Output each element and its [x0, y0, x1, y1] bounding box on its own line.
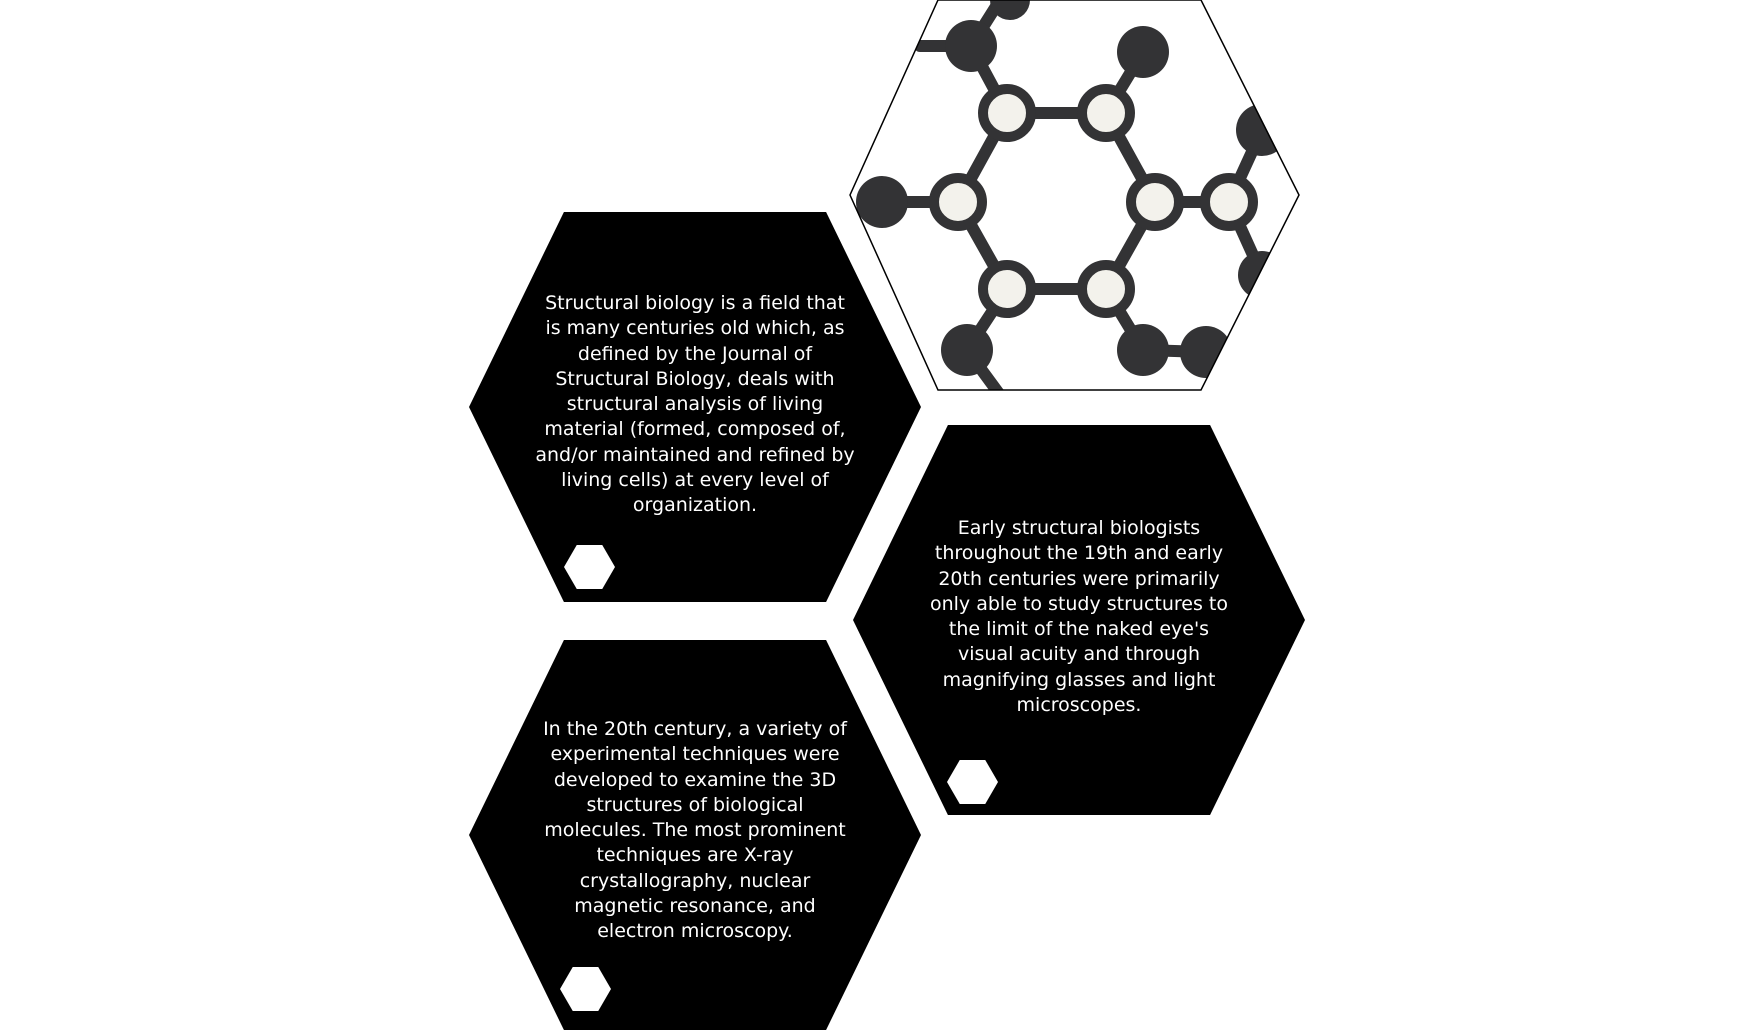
hexagon-text-20th-century: In the 20th century, a variety of experi…	[543, 718, 847, 943]
hexagon-text-early-biologists: Early structural biologists throughout t…	[929, 517, 1229, 717]
hexagon-structural-biology	[469, 212, 921, 602]
hexagon-text-structural-biology: Structural biology is a field that is ma…	[535, 292, 855, 517]
hexagon-early-biologists	[853, 425, 1305, 815]
hexagon-20th-century	[469, 640, 921, 1030]
